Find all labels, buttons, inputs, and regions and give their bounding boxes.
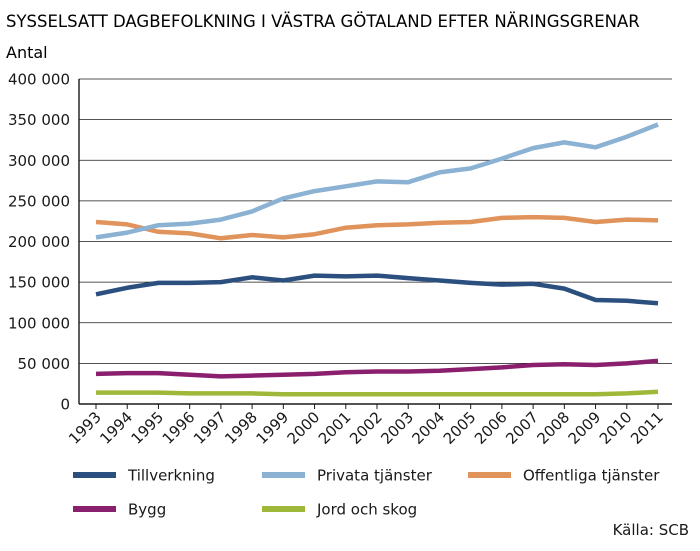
- x-tick-label: 1995: [128, 408, 168, 448]
- x-tick-label: 2004: [409, 408, 449, 448]
- grid: [78, 78, 672, 405]
- legend-item: Jord och skog: [262, 501, 417, 519]
- legend-label: Jord och skog: [316, 501, 417, 519]
- y-tick-label: 50 000: [18, 355, 71, 373]
- x-tick-label: 2009: [565, 408, 605, 448]
- legend-item: Bygg: [73, 501, 166, 519]
- source-note: Källa: SCB: [613, 521, 689, 539]
- legend-item: Offentliga tjänster: [468, 467, 660, 485]
- x-tick-label: 2002: [346, 408, 386, 448]
- series-line-bygg: [95, 358, 659, 379]
- series-lines: [95, 122, 659, 397]
- y-axis: 0 50 000 100 000 150 000 200 000 250 000 300 0…: [8, 71, 70, 414]
- y-tick-label: 100 000: [8, 314, 70, 332]
- x-tick-label: 1996: [159, 408, 199, 448]
- series-line-jord-och-skog: [96, 389, 659, 397]
- x-tick-label: 2007: [502, 408, 542, 448]
- chart-title: SYSSELSATT DAGBEFOLKNING I VÄSTRA GÖTALA…: [6, 12, 640, 31]
- x-tick-label: 2008: [533, 408, 573, 448]
- x-tick-label: 2006: [471, 408, 511, 448]
- legend-label: Privata tjänster: [317, 467, 433, 485]
- y-axis-label: Antal: [6, 43, 48, 62]
- x-tick-label: 2010: [596, 408, 636, 448]
- y-tick-label: 400 000: [8, 71, 70, 89]
- x-tick-label: 1998: [221, 408, 261, 448]
- y-tick-label: 300 000: [8, 152, 70, 170]
- y-tick-label: 250 000: [8, 192, 70, 210]
- y-tick-label: 200 000: [8, 233, 70, 251]
- legend: Tillverkning Privata tjänster Offentliga t…: [73, 467, 660, 519]
- legend-item: Privata tjänster: [262, 467, 433, 485]
- x-tick-label: 1999: [252, 408, 292, 448]
- series-line-offentliga-tjänster: [95, 214, 659, 241]
- legend-label: Tillverkning: [127, 467, 215, 485]
- legend-item: Tillverkning: [73, 467, 215, 485]
- x-tick-label: 2000: [284, 408, 324, 448]
- x-tick-label: 2001: [315, 408, 355, 448]
- legend-label: Bygg: [128, 501, 166, 519]
- x-tick-label: 2005: [440, 408, 480, 448]
- x-tick-label: 1994: [96, 408, 136, 448]
- y-tick-label: 0: [60, 396, 70, 414]
- series-line-tillverkning: [95, 273, 659, 306]
- x-tick-label: 2003: [377, 408, 417, 448]
- legend-label: Offentliga tjänster: [523, 467, 660, 485]
- x-tick-label: 1993: [65, 408, 105, 448]
- series-line-privata-tjänster: [95, 122, 659, 240]
- y-tick-label: 150 000: [8, 274, 70, 292]
- x-tick-label: 2011: [627, 408, 667, 448]
- x-axis: 1993199419951996199719981999200020012002…: [65, 404, 667, 448]
- y-tick-label: 350 000: [8, 111, 70, 129]
- x-tick-label: 1997: [190, 408, 230, 448]
